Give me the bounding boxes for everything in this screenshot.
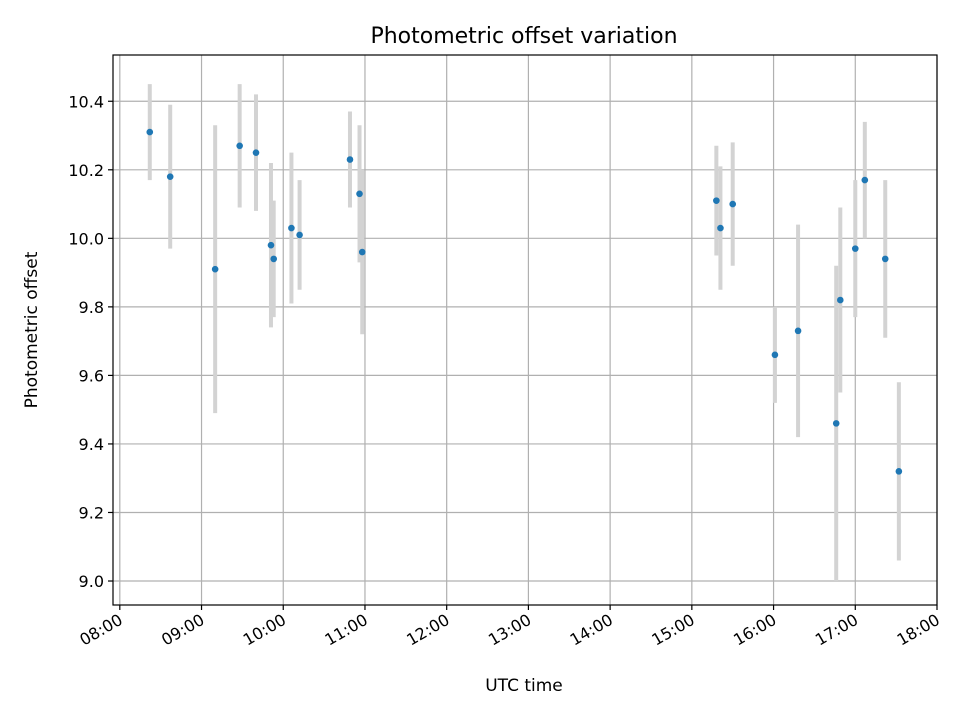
y-axis-label: Photometric offset [22,251,42,408]
data-point [832,420,840,427]
data-point [252,149,260,156]
data-point [771,351,779,359]
y-tick-label: 10.4 [68,92,104,111]
data-point [895,468,903,475]
data-point [358,248,366,256]
data-point [267,241,275,249]
data-point [346,156,354,163]
y-tick-label: 9.0 [79,572,104,591]
data-point [236,142,243,150]
plot-frame [112,54,938,606]
y-tick-label: 9.8 [79,298,104,317]
data-point [288,224,295,232]
data-points [146,128,903,475]
data-point [166,173,174,180]
chart-title: Photometric offset variation [370,24,677,49]
data-point [211,265,219,273]
data-point [146,128,154,136]
data-point [717,224,724,232]
y-tick-label: 9.6 [79,366,104,385]
y-tick-label: 10.2 [68,161,104,180]
data-point [713,197,720,204]
data-point [851,245,859,252]
data-point [296,231,303,239]
y-tick-label: 9.2 [79,503,104,522]
data-point [861,176,869,184]
data-point [794,327,802,335]
data-point [270,255,278,263]
data-point [836,296,844,304]
data-point [729,200,737,208]
data-point [881,255,889,263]
y-tick-label: 9.4 [79,435,104,454]
data-point [356,190,363,198]
x-axis-label: UTC time [485,676,563,696]
y-tick-label: 10.0 [68,229,104,248]
